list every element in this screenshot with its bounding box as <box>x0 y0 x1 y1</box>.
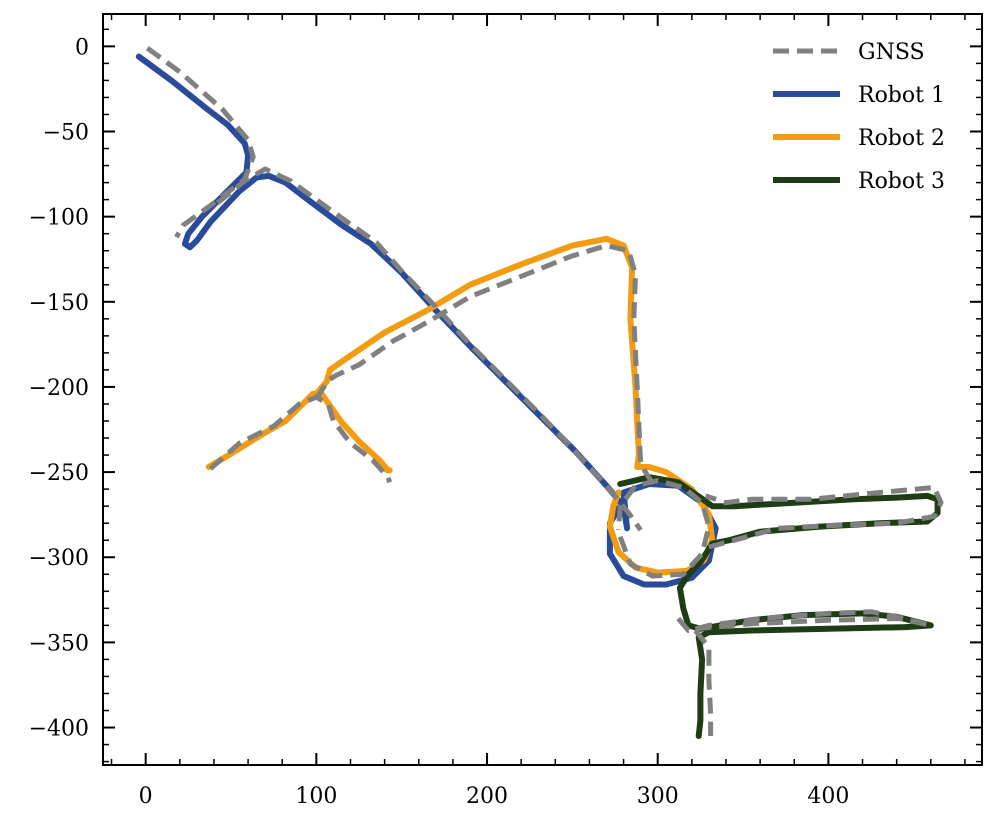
y-tick-label: −50 <box>43 121 89 146</box>
line-gnss-segment-7 <box>676 609 932 633</box>
line-robot-2-segment-2 <box>313 235 716 576</box>
legend-item-robot-2: Robot 2 <box>773 126 945 151</box>
line-gnss-segment-1 <box>145 46 256 239</box>
y-tick-label: −350 <box>29 631 89 656</box>
line-gnss-segment-4 <box>314 243 657 488</box>
legend-item-robot-1: Robot 1 <box>773 83 945 108</box>
line-robot-2-segment-1 <box>205 390 393 474</box>
x-tick-label: 400 <box>807 784 849 809</box>
plot-frame <box>102 13 983 766</box>
tick-labels: 0 100 200 300 400 0 −50 −100 −150 −200 −250 −300 −35… <box>29 35 850 809</box>
x-tick-label: 100 <box>295 784 337 809</box>
y-tick-label: −200 <box>29 376 89 401</box>
axis-ticks <box>103 14 982 765</box>
y-tick-label: −100 <box>29 206 89 231</box>
y-tick-label: 0 <box>75 35 89 60</box>
line-robot-3-segment-1 <box>617 474 941 739</box>
x-tick-label: 300 <box>637 784 679 809</box>
y-tick-label: −400 <box>29 717 89 742</box>
line-gnss-segment-9 <box>693 628 714 736</box>
legend: GNSS Robot 1 Robot 2 Robot 3 <box>773 40 945 194</box>
legend-item-gnss: GNSS <box>773 40 925 65</box>
x-tick-label: 200 <box>466 784 508 809</box>
series-robot-3 <box>617 474 941 739</box>
line-gnss-segment-3 <box>208 394 393 484</box>
series-layer <box>135 46 944 739</box>
legend-label-gnss: GNSS <box>858 40 925 65</box>
line-gnss-segment-8 <box>695 616 932 632</box>
legend-item-robot-3: Robot 3 <box>773 169 945 194</box>
line-gnss-segment-6 <box>704 484 944 550</box>
line-gnss-segment-2 <box>215 166 643 532</box>
legend-label-robot-2: Robot 2 <box>858 126 945 151</box>
series-gnss <box>145 46 944 736</box>
legend-label-robot-1: Robot 1 <box>858 83 945 108</box>
line-gnss-segment-5 <box>616 478 712 579</box>
legend-label-robot-3: Robot 3 <box>858 169 945 194</box>
x-tick-label: 0 <box>139 784 153 809</box>
y-tick-label: −300 <box>29 546 89 571</box>
y-tick-label: −250 <box>29 461 89 486</box>
y-tick-label: −150 <box>29 291 89 316</box>
